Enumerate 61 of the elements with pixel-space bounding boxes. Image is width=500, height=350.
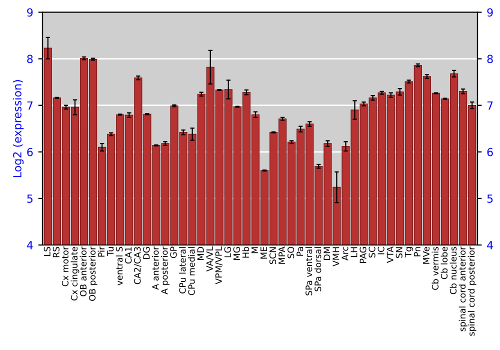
x-tick-label: Pir — [98, 246, 104, 257]
x-tick-label: SPa dorsal — [314, 247, 322, 292]
x-tick-label: VA/VL — [206, 246, 214, 272]
y-tick-label: 8 — [27, 54, 33, 64]
y-tick-label: 7 — [27, 101, 33, 110]
x-tick-label: VPM/VPL — [215, 246, 223, 284]
y2-tick-label: 7 — [487, 101, 493, 110]
x-tick-label: SO — [288, 246, 294, 258]
x-tick-label: OB posterior — [88, 246, 98, 301]
x-tick-label: VTA — [386, 246, 394, 263]
x-tick-label: Tu — [107, 247, 114, 256]
x-tick-label: MPA — [278, 246, 285, 264]
x-tick-label: SN — [396, 247, 402, 258]
y2-tick-label: 9 — [487, 8, 493, 17]
y2-tick-label: 6 — [487, 148, 493, 156]
x-tick-label: CA1 — [125, 247, 132, 264]
x-tick-label: MG — [233, 247, 240, 260]
x-tick-label: Arc — [342, 246, 348, 261]
x-tick-label: MD — [197, 246, 204, 260]
y-axis-title: Log2 (expression) — [12, 80, 24, 178]
x-tick-label: Pn — [414, 247, 420, 256]
x-tick-label: Tg — [404, 247, 414, 258]
x-tick-label: LG — [224, 247, 231, 258]
x-tick-label: OB anterior — [80, 246, 87, 296]
x-tick-label: ventral S — [116, 246, 123, 286]
x-tick-label: Cb vermis — [432, 246, 439, 290]
x-tick-label: Cx motor — [62, 246, 69, 286]
y-tick-label: 6 — [27, 148, 33, 156]
x-tick-label: CPu medial — [188, 247, 195, 296]
y-tick-label: 4 — [26, 241, 33, 250]
y-tick-label: 9 — [27, 8, 33, 17]
x-tick-label: ME — [260, 246, 267, 259]
x-tick-label: Cx cingulate — [70, 246, 80, 300]
x-tick-label: PAG — [360, 247, 366, 263]
x-tick-label: IC — [378, 246, 384, 254]
x-tick-label: Pa — [296, 247, 304, 256]
x-tick-label: DM — [324, 247, 330, 260]
x-tick-label: spinal cord posterior — [468, 246, 476, 336]
x-tick-label: VMH — [332, 247, 340, 266]
x-tick-label: GP — [170, 246, 177, 258]
y2-tick-label: 4 — [487, 241, 493, 250]
x-tick-label: DG — [143, 247, 150, 260]
x-tick-label: spinal cord anterior — [458, 246, 468, 332]
x-tick-label: SCN — [269, 247, 276, 264]
y2-tick-label: 5 — [487, 194, 493, 203]
x-tick-label: A anterior — [152, 246, 159, 290]
x-tick-label: SPa ventral — [305, 247, 312, 296]
x-tick-label: LS — [44, 246, 50, 256]
x-tick-label: M — [252, 247, 258, 254]
x-tick-label: RS — [52, 246, 60, 258]
y2-tick-label: 8 — [487, 54, 493, 64]
x-tick-label: A posterior — [161, 246, 170, 294]
x-tick-label: Hb — [242, 246, 249, 258]
x-tick-label: CPu lateral — [179, 247, 186, 294]
x-tick-label: CA2/CA3 — [134, 247, 142, 284]
x-tick-label: LH — [350, 247, 358, 257]
x-tick-label: MVe — [422, 246, 430, 264]
x-tick-label: Cb nucleus — [450, 246, 457, 294]
x-tick-label: SC — [368, 246, 376, 258]
x-tick-label: Cb lobe — [440, 246, 448, 280]
y-tick-label: 5 — [27, 194, 32, 203]
